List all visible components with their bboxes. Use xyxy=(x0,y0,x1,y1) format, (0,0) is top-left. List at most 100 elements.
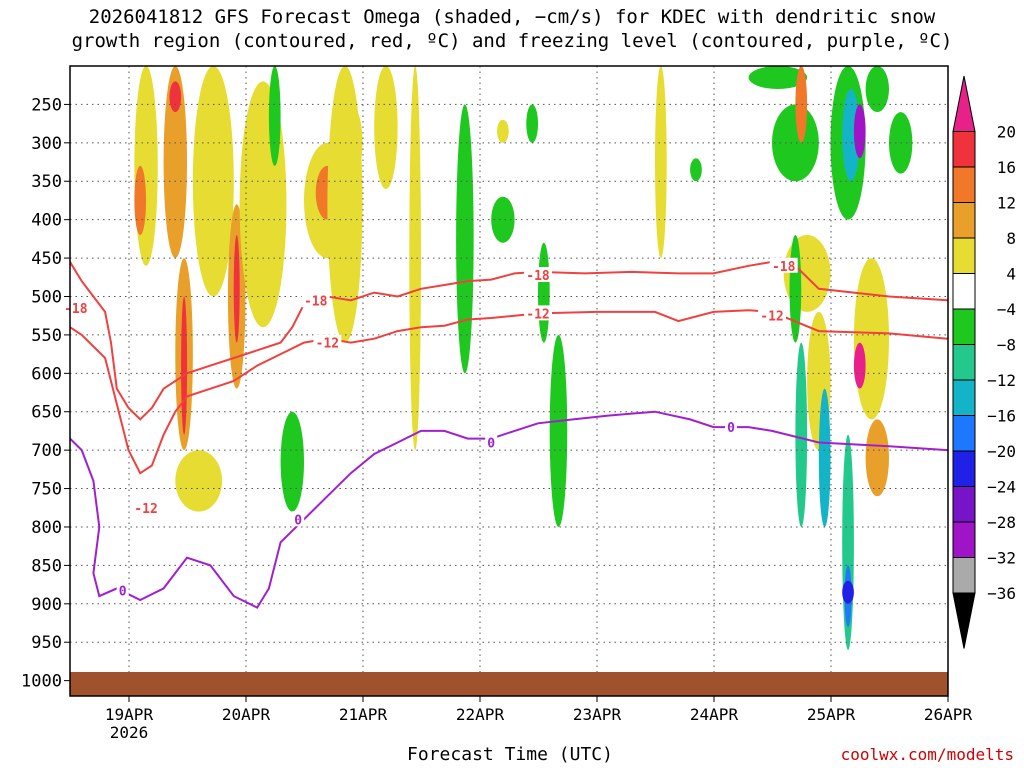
colorbar-box xyxy=(952,202,976,239)
chart-title-line-1: 2026041812 GFS Forecast Omega (shaded, −… xyxy=(88,6,936,28)
y-tick-label: 950 xyxy=(31,633,62,653)
temperature-contours xyxy=(70,260,948,609)
omega-region xyxy=(134,165,147,236)
omega-region xyxy=(865,419,889,497)
omega-region xyxy=(233,235,240,343)
colorbar-label: −4 xyxy=(997,300,1016,319)
colorbar-top-arrow xyxy=(952,75,976,132)
contour-label: -12 xyxy=(526,307,549,322)
omega-region xyxy=(280,411,304,512)
contour-label: -18 xyxy=(526,269,550,284)
colorbar-box xyxy=(952,521,976,558)
y-tick-label: 700 xyxy=(31,441,62,461)
contour-label: 0 xyxy=(727,421,735,436)
omega-region xyxy=(526,104,539,143)
contour-label: -12 xyxy=(134,502,157,517)
omega-region xyxy=(549,334,568,527)
contour-line xyxy=(70,309,948,475)
contour-label-bg xyxy=(485,434,498,450)
x-axis-label: Forecast Time (UTC) xyxy=(407,744,613,765)
contour-label: -18 xyxy=(772,260,796,275)
colorbar-label: −8 xyxy=(997,336,1016,355)
omega-region xyxy=(818,388,831,527)
contour-label: 0 xyxy=(294,513,302,528)
omega-region xyxy=(409,66,421,451)
colorbar-box xyxy=(952,237,976,274)
contour-label: -18 xyxy=(304,294,328,309)
omega-region xyxy=(853,342,866,389)
contour-labels: -18 -18 -18 -18 -12 -12 -12 -12 0 0 0 0 xyxy=(61,257,798,600)
omega-region xyxy=(772,104,819,182)
y-tick-label: 500 xyxy=(31,287,62,307)
omega-region xyxy=(497,119,509,143)
omega-region xyxy=(327,66,363,343)
contour-label-bg xyxy=(61,300,90,316)
omega-region xyxy=(374,66,398,189)
omega-region xyxy=(134,66,158,266)
contour-line xyxy=(70,410,948,609)
colorbar-box xyxy=(952,486,976,523)
omega-region xyxy=(163,66,187,259)
colorbar-label: −32 xyxy=(987,549,1016,568)
y-tick-label: 900 xyxy=(31,595,62,615)
site-credit: coolwx.com/modelts xyxy=(840,745,1014,764)
omega-region xyxy=(748,66,808,90)
chart-svg: -18 -18 -18 -18 -12 -12 -12 -12 0 0 0 0 250 300 350 40… xyxy=(21,65,1016,740)
y-tick-label: 600 xyxy=(31,364,62,384)
y-tick-label: 400 xyxy=(31,211,62,231)
contour-label-bg xyxy=(116,582,129,598)
contour-label-bg xyxy=(769,257,798,273)
omega-region xyxy=(795,342,808,527)
x-tick-label: 22APR xyxy=(456,705,505,724)
y-tick-label: 850 xyxy=(31,556,62,576)
omega-region xyxy=(491,196,515,243)
colorbar-label: −20 xyxy=(987,442,1016,461)
colorbar-box xyxy=(952,415,976,452)
colorbar: 20 16 12 8 4 −4 −8 −12 −16 −20 −24 −28 −32 −36 xyxy=(952,75,1016,649)
contour-label-bg xyxy=(524,266,552,282)
omega-region xyxy=(842,89,860,182)
omega-region xyxy=(795,66,808,143)
omega-region xyxy=(268,66,281,166)
contour-label: 0 xyxy=(119,585,127,600)
omega-region xyxy=(456,104,474,374)
colorbar-label: 4 xyxy=(1006,265,1016,284)
x-tick-label: 20APR xyxy=(222,705,271,724)
omega-region xyxy=(853,104,866,159)
colorbar-box xyxy=(952,379,976,416)
contour-label-bg xyxy=(301,292,330,308)
y-tick-label: 450 xyxy=(31,249,62,269)
omega-region xyxy=(175,450,223,512)
contour-label-bg xyxy=(132,499,161,515)
y-axis-ticks: 250 300 350 400 450 500 550 600 650 700 750 800 850 9… xyxy=(21,95,70,692)
contour-label: -18 xyxy=(64,302,88,317)
y-tick-label: 350 xyxy=(31,172,62,192)
omega-region xyxy=(690,158,702,182)
colorbar-label: −28 xyxy=(987,513,1016,532)
colorbar-label: −24 xyxy=(987,478,1016,497)
y-tick-label: 650 xyxy=(31,403,62,423)
chart-title-line-2: growth region (contoured, red, ºC) and f… xyxy=(71,30,953,52)
x-year-label: 2026 xyxy=(110,723,149,740)
y-tick-label: 800 xyxy=(31,518,62,538)
plot-frame xyxy=(69,65,949,697)
ground-surface xyxy=(70,672,948,696)
colorbar-label: −36 xyxy=(987,584,1016,603)
omega-region xyxy=(853,258,889,420)
contour-line xyxy=(70,260,948,421)
x-tick-label: 21APR xyxy=(339,705,388,724)
colorbar-label: −16 xyxy=(987,407,1016,426)
colorbar-label: 20 xyxy=(997,123,1016,142)
y-tick-label: 750 xyxy=(31,480,62,500)
y-tick-label: 550 xyxy=(31,326,62,346)
x-tick-label: 26APR xyxy=(924,705,973,724)
colorbar-label: 12 xyxy=(997,194,1016,213)
colorbar-box xyxy=(952,308,976,345)
x-tick-label: 24APR xyxy=(690,705,739,724)
omega-region xyxy=(169,81,182,113)
x-axis-ticks: 19APR 20APR 21APR 22APR 23APR 24APR 25APR 26APR… xyxy=(105,696,973,740)
contour-label: 0 xyxy=(487,436,495,451)
omega-shading xyxy=(134,66,913,650)
contour-label-bg xyxy=(313,334,342,350)
